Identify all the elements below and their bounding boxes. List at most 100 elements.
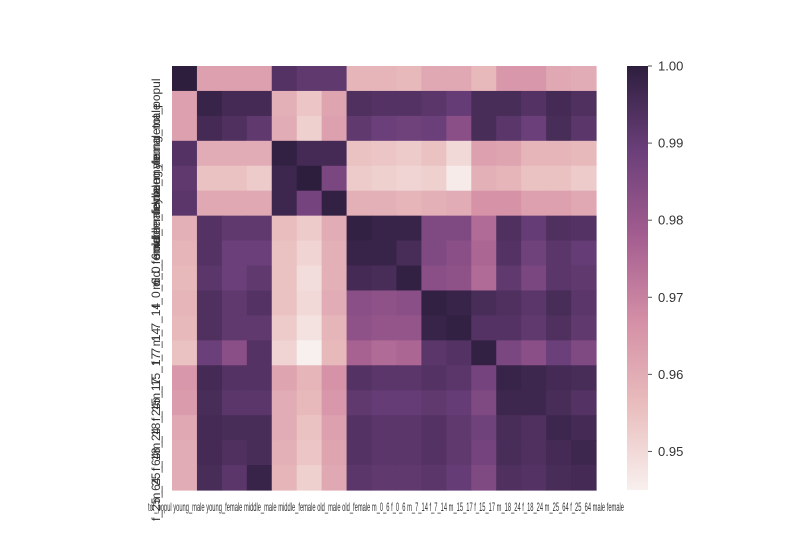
heatmap-cell xyxy=(296,365,323,391)
heatmap-cell xyxy=(221,390,248,416)
heatmap-cell xyxy=(346,340,373,366)
heatmap-cell xyxy=(172,365,198,391)
heatmap-cell xyxy=(371,140,398,167)
y-tick-label: m_25_64 xyxy=(149,452,163,502)
heatmap-cell xyxy=(421,90,447,117)
heatmap-cell xyxy=(221,90,248,117)
heatmap-cell xyxy=(196,215,223,242)
heatmap-cell xyxy=(496,365,522,391)
heatmap-cell xyxy=(321,240,348,267)
heatmap-cell xyxy=(271,315,298,341)
colorbar-tick-label: 0.96 xyxy=(658,367,683,382)
heatmap-cell xyxy=(296,140,323,167)
heatmap-cell xyxy=(396,440,423,466)
heatmap-cell xyxy=(446,315,472,341)
heatmap-cell xyxy=(471,190,497,217)
heatmap-cell xyxy=(496,215,522,242)
heatmap-cell xyxy=(271,90,298,117)
heatmap-cell xyxy=(521,215,547,242)
heatmap-cell xyxy=(371,390,398,416)
heatmap-cell xyxy=(571,315,597,341)
heatmap-cell xyxy=(546,190,572,217)
heatmap-cell xyxy=(346,240,373,267)
heatmap-cell xyxy=(321,290,348,317)
heatmap-cell xyxy=(521,165,547,192)
heatmap-cell xyxy=(172,315,198,341)
heatmap-cell xyxy=(471,315,497,341)
heatmap-cell xyxy=(246,190,273,217)
heatmap-cell xyxy=(471,465,497,491)
heatmap-cell xyxy=(496,440,522,466)
heatmap-cell xyxy=(221,140,248,167)
heatmap-cell xyxy=(371,440,398,466)
heatmap-cell xyxy=(571,190,597,217)
x-tick-labels: tot_popul young_male young_female middle… xyxy=(148,500,624,514)
heatmap-cell xyxy=(246,290,273,317)
heatmap-cell xyxy=(446,215,472,242)
heatmap-cell xyxy=(321,90,348,117)
heatmap-cell xyxy=(521,115,547,142)
heatmap-cell xyxy=(246,66,273,92)
heatmap-cell xyxy=(471,215,497,242)
heatmap-cell xyxy=(371,365,398,391)
colorbar-tick-label: 0.99 xyxy=(658,136,683,151)
y-tick-label: young_female xyxy=(149,128,163,204)
heatmap-cell xyxy=(571,440,597,466)
heatmap-cell xyxy=(172,115,198,142)
heatmap-cell xyxy=(471,365,497,391)
heatmap-cell xyxy=(271,215,298,242)
heatmap-cell xyxy=(521,290,547,317)
heatmap-cell xyxy=(321,265,348,292)
heatmap-cell xyxy=(396,365,423,391)
y-tick-label: young_male xyxy=(149,103,163,169)
heatmap-cell xyxy=(196,315,223,341)
heatmap-cell xyxy=(496,265,522,292)
heatmap-cell xyxy=(521,190,547,217)
heatmap-cell xyxy=(571,415,597,441)
heatmap-cell xyxy=(421,465,447,491)
heatmap-cell xyxy=(571,90,597,117)
heatmap-cell xyxy=(521,315,547,341)
heatmap-cell xyxy=(321,365,348,391)
heatmap-cell xyxy=(271,440,298,466)
heatmap-cell xyxy=(296,415,323,441)
heatmap-cell xyxy=(571,365,597,391)
heatmap-cell xyxy=(521,90,547,117)
heatmap-cell xyxy=(221,415,248,441)
heatmap-cell xyxy=(321,115,348,142)
heatmap-cell xyxy=(246,240,273,267)
heatmap-cell xyxy=(221,440,248,466)
heatmap-cell xyxy=(221,240,248,267)
heatmap-cell xyxy=(546,66,572,92)
heatmap-cell xyxy=(521,140,547,167)
heatmap-cell xyxy=(246,115,273,142)
heatmap-cell xyxy=(471,240,497,267)
heatmap-cell xyxy=(172,390,198,416)
heatmap-cell xyxy=(172,90,198,117)
heatmap-cell xyxy=(296,315,323,341)
y-tick-label: old_male xyxy=(149,203,163,252)
y-tick-label: f_15_17 xyxy=(149,377,163,421)
heatmap-cell xyxy=(346,265,373,292)
heatmap-cell xyxy=(196,415,223,441)
heatmap-cell xyxy=(221,340,248,366)
heatmap-cell xyxy=(196,340,223,366)
heatmap-cell xyxy=(296,340,323,366)
heatmap-cell xyxy=(421,390,447,416)
heatmap-cell xyxy=(296,66,323,92)
heatmap-cell xyxy=(571,140,597,167)
heatmap-cell xyxy=(396,90,423,117)
heatmap-cell xyxy=(446,265,472,292)
heatmap-cell xyxy=(321,415,348,441)
heatmap-cell xyxy=(496,390,522,416)
heatmap-cell xyxy=(346,90,373,117)
heatmap-cell xyxy=(546,90,572,117)
heatmap-cell xyxy=(421,165,447,192)
heatmap-cell xyxy=(546,165,572,192)
heatmap-cell xyxy=(446,165,472,192)
heatmap-cell xyxy=(246,90,273,117)
heatmap-cell xyxy=(296,465,323,491)
heatmap-cell xyxy=(296,215,323,242)
heatmap-cell xyxy=(496,66,522,92)
